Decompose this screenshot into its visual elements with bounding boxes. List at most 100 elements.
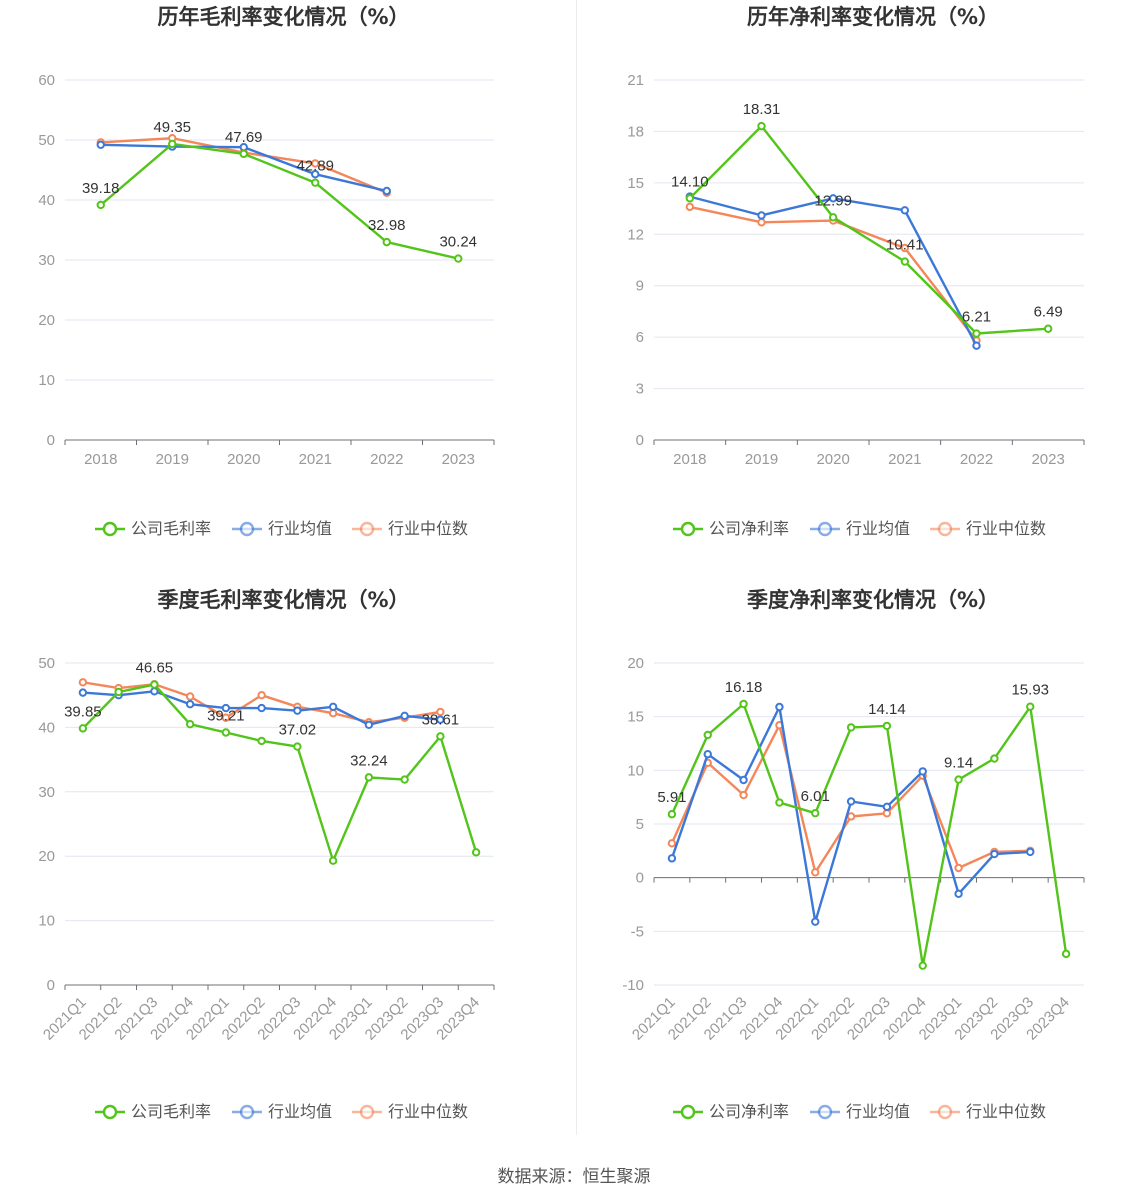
data-label: 49.35: [153, 119, 191, 136]
data-point-company: [471, 848, 481, 857]
y-tick-label: 3: [636, 381, 644, 398]
data-point-industry-median: [78, 678, 88, 687]
x-tick-label: 2021: [299, 451, 332, 468]
data-point-company: [454, 254, 463, 263]
data-point-company: [221, 728, 231, 737]
data-point-company: [168, 139, 177, 149]
data-point-industry-avg: [954, 889, 963, 898]
data-point-company: [239, 149, 248, 159]
legend: 公司净利率 行业均值 行业中位数: [673, 1102, 1046, 1121]
data-point-industry-avg: [150, 687, 159, 696]
data-point-industry-median: [846, 812, 856, 821]
data-point-company: [293, 742, 302, 751]
x-tick-label: 2023: [442, 451, 475, 468]
data-point-industry-avg: [703, 750, 712, 759]
y-tick-label: 10: [627, 762, 644, 779]
y-tick-label: 50: [38, 655, 55, 672]
legend-marker-industry-avg: [817, 1104, 833, 1120]
data-point-industry-avg: [882, 802, 892, 812]
data-label: 30.24: [439, 234, 477, 251]
data-point-industry-avg: [739, 775, 748, 785]
data-point-industry-avg: [918, 767, 927, 776]
data-point-company: [811, 808, 820, 818]
data-label: 38.61: [422, 711, 460, 728]
x-tick-label: 2020: [227, 451, 260, 468]
chart-quarterly-gross-margin: 季度毛利率变化情况（%） 0 10 20 30 40 50 2021Q1 2021Q2 2021Q…: [0, 583, 576, 1143]
legend: 公司毛利率 行业均值 行业中位数: [95, 1102, 468, 1121]
legend-marker-industry-avg: [239, 521, 255, 537]
legend: 公司净利率 行业均值 行业中位数: [673, 519, 1046, 538]
legend-marker-company: [680, 1104, 696, 1120]
chart-svg: 历年毛利率变化情况（%） 0 10 20 30 40 50 60 2018 2019 2020 202…: [38, 5, 495, 538]
data-point-company: [1043, 324, 1053, 333]
data-point-company: [311, 178, 320, 187]
data-point-industry-avg: [990, 849, 999, 859]
data-point-company: [78, 724, 88, 733]
data-point-industry-avg: [328, 702, 338, 711]
legend-marker-industry-avg: [817, 521, 833, 537]
y-tick-label: 30: [38, 252, 55, 269]
data-label: 10.41: [886, 237, 924, 254]
data-point-industry-avg: [400, 711, 409, 721]
data-label: 39.18: [82, 180, 120, 197]
y-tick-label: 18: [627, 123, 644, 140]
data-point-industry-median: [757, 218, 766, 227]
y-tick-label: 20: [38, 312, 55, 329]
data-label: 15.93: [1011, 682, 1049, 699]
legend-label-industry-median: 行业中位数: [388, 519, 468, 538]
data-label: 6.21: [962, 309, 991, 326]
data-label: 39.21: [207, 707, 245, 724]
x-tick-label: 2018: [673, 451, 706, 468]
x-tick-label: 2022: [370, 451, 403, 468]
y-tick-label: 20: [38, 848, 55, 865]
data-point-company: [382, 237, 391, 247]
data-point-industry-avg: [96, 140, 105, 150]
chart-title: 季度净利率变化情况（%）: [747, 588, 999, 612]
y-tick-label: -10: [622, 977, 644, 994]
data-point-company: [972, 329, 981, 338]
y-tick-label: 0: [636, 870, 644, 887]
x-tick-label: 2021: [888, 451, 921, 468]
data-point-industry-median: [257, 691, 266, 700]
data-point-company: [775, 798, 784, 807]
data-label: 5.91: [657, 789, 686, 806]
y-tick-label: 6: [636, 329, 644, 346]
data-point-industry-median: [739, 790, 748, 800]
legend-label-company: 公司毛利率: [131, 519, 211, 538]
data-point-industry-avg: [900, 206, 910, 215]
series-line-company: [100, 142, 459, 260]
series-industry-avg: [78, 687, 445, 730]
data-label: 6.01: [801, 788, 830, 805]
data-point-industry-avg: [185, 700, 195, 709]
legend-label-industry-avg: 行业均值: [268, 519, 332, 538]
y-tick-label: 10: [38, 372, 55, 389]
data-point-industry-median: [328, 709, 338, 718]
data-point-industry-avg: [811, 917, 820, 926]
data-point-industry-avg: [382, 186, 391, 196]
series-line-company: [688, 124, 1049, 335]
legend-marker-industry-median: [359, 521, 375, 537]
chart-svg: 历年净利率变化情况（%） 0 3 6 9 12 15 18 21 2018 2019 2020 2021…: [627, 5, 1085, 538]
data-label: 46.65: [136, 660, 174, 677]
chart-quarterly-net-margin: 季度净利率变化情况（%） -10 -5 0 5 10 15 20 2021Q1 2021Q2 202…: [578, 583, 1148, 1143]
x-tick-label: 2018: [84, 451, 117, 468]
legend-label-industry-median: 行业中位数: [966, 519, 1046, 538]
data-label: 39.85: [64, 703, 102, 720]
data-label: 14.14: [868, 701, 906, 718]
x-tick-label: 2019: [745, 451, 778, 468]
data-point-company: [828, 213, 838, 222]
data-point-industry-median: [311, 159, 320, 168]
panel-divider: [576, 0, 577, 1135]
y-tick-label: -5: [631, 923, 644, 940]
legend-label-industry-avg: 行业均值: [846, 519, 910, 538]
data-point-industry-avg: [757, 211, 766, 220]
chart-svg: 季度净利率变化情况（%）-10-5051015202021Q12021Q2202…: [622, 588, 1085, 1121]
series-line-company: [82, 683, 478, 862]
legend-label-company: 公司净利率: [709, 519, 789, 538]
data-point-company: [667, 810, 677, 819]
data-point-industry-median: [185, 692, 195, 701]
chart-title: 历年毛利率变化情况（%）: [157, 5, 409, 29]
y-tick-label: 21: [627, 72, 644, 89]
legend-label-industry-median: 行业中位数: [388, 1102, 468, 1121]
x-tick-label: 2022: [960, 451, 993, 468]
